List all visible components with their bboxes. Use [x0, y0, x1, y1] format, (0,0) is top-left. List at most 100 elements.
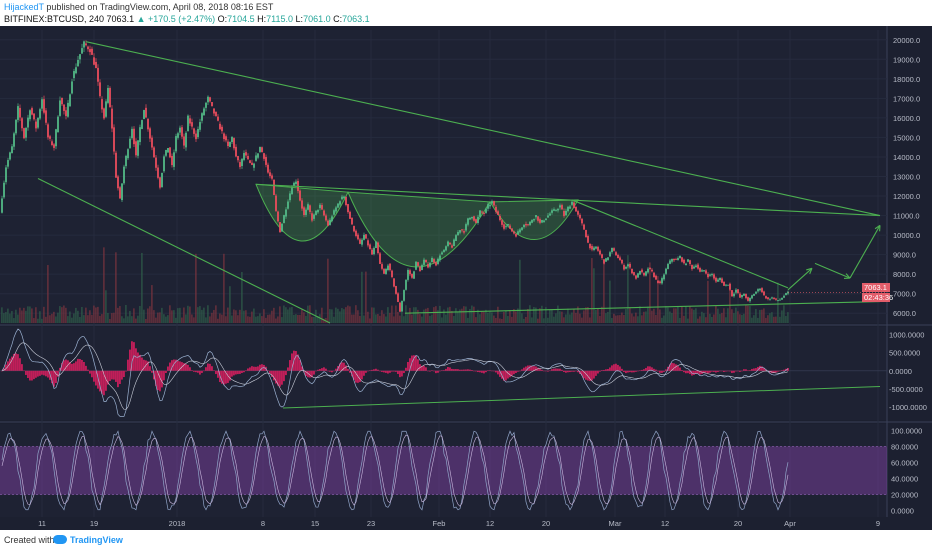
price-axis: 6000.0 7000.0 8000.0 9000.0 10000.0 11000.0 12…: [893, 36, 920, 318]
volume-bar: [669, 311, 671, 323]
volume-bar: [533, 306, 535, 323]
macd-histogram-bar: [549, 370, 551, 372]
macd-histogram-bar: [511, 370, 513, 376]
candle-body: [393, 278, 395, 287]
candle-body: [341, 196, 343, 200]
tradingview-brand[interactable]: TradingView: [70, 535, 123, 545]
macd-histogram-bar: [607, 369, 609, 371]
volume-bar: [763, 308, 765, 323]
candle-body: [539, 219, 541, 223]
volume-bar: [603, 264, 605, 323]
candle-body: [769, 299, 771, 301]
volume-bar: [227, 307, 229, 323]
candle-body: [435, 262, 437, 266]
candle-body: [399, 302, 401, 312]
volume-bar: [27, 306, 29, 323]
candle-body: [657, 280, 659, 283]
volume-bar: [235, 310, 237, 323]
price-tick-label: 10000.0: [893, 231, 920, 240]
volume-bar: [483, 311, 485, 323]
candle-body: [223, 133, 225, 140]
candle-body: [225, 136, 227, 141]
volume-bar: [407, 313, 409, 323]
candle-body: [381, 264, 383, 269]
candle-body: [649, 267, 651, 270]
candle-body: [749, 297, 751, 302]
candle-body: [251, 162, 253, 165]
volume-bar: [381, 310, 383, 323]
macd-histogram-bar: [783, 369, 785, 371]
countdown-tag-box: [862, 293, 890, 302]
macd-histogram-bar: [675, 364, 677, 371]
volume-bar: [187, 305, 189, 323]
candle-body: [751, 295, 753, 299]
macd-histogram-bar: [555, 368, 557, 371]
candle-body: [109, 87, 111, 108]
volume-bar: [329, 309, 331, 323]
macd-signal-line: [1, 342, 789, 410]
macd-histogram-bar: [313, 370, 315, 375]
volume-bar: [717, 308, 719, 323]
macd-histogram-bar: [27, 370, 29, 378]
macd-axis: 1000.0000 500.0000 0.0000 -500.0000 -1000.00…: [889, 330, 927, 412]
candle-body: [481, 211, 483, 213]
candle-body: [303, 207, 305, 215]
macd-histogram-bar: [443, 370, 445, 371]
candle-body: [479, 210, 481, 217]
volume-bar: [683, 315, 685, 323]
volume-bar: [31, 308, 33, 323]
high-value: 7115.0: [266, 14, 294, 24]
price-tick-label: 17000.0: [893, 94, 920, 103]
macd-histogram-bar: [785, 368, 787, 371]
volume-bar: [505, 310, 507, 323]
macd-histogram-bar: [139, 354, 141, 371]
macd-histogram-bar: [711, 370, 713, 372]
macd-histogram-bar: [109, 370, 111, 381]
candle-body: [245, 152, 247, 156]
volume-bar: [595, 309, 597, 323]
candle-body: [765, 296, 767, 299]
volume-bar: [313, 317, 315, 323]
symbol-label[interactable]: BITFINEX:BTCUSD, 240: [4, 14, 105, 24]
time-tick-label: 23: [367, 519, 375, 528]
volume-bar: [351, 314, 353, 323]
volume-bar: [129, 310, 131, 323]
candle-body: [301, 200, 303, 209]
candle-body: [695, 265, 697, 268]
macd-histogram-bar: [529, 365, 531, 371]
candle-body: [387, 265, 389, 270]
candle-body: [613, 248, 615, 251]
macd-histogram-bar: [637, 370, 639, 372]
candle-body: [211, 102, 213, 107]
macd-histogram-bar: [205, 367, 207, 371]
candle-body: [305, 209, 307, 215]
macd-histogram-bar: [191, 370, 193, 371]
candle-body: [543, 220, 545, 223]
last-price: 7063.1: [106, 14, 135, 24]
volume-bar: [73, 313, 75, 323]
volume-bar: [253, 308, 255, 323]
volume-bar: [691, 308, 693, 323]
volume-bar: [765, 317, 767, 323]
volume-bar: [81, 306, 83, 323]
macd-histogram-bar: [611, 365, 613, 371]
volume-bar: [347, 305, 349, 323]
macd-histogram-bar: [155, 370, 157, 387]
macd-histogram-bar: [361, 370, 363, 380]
volume-bar: [17, 314, 19, 323]
volume-bar: [761, 309, 763, 323]
candle-body: [293, 182, 295, 186]
candle-body: [329, 219, 331, 225]
volume-bar: [275, 318, 277, 323]
price-tick-label: 20000.0: [893, 36, 920, 45]
volume-bar: [77, 310, 79, 323]
volume-bar: [607, 311, 609, 323]
macd-histogram-bar: [213, 370, 215, 371]
macd-histogram-bar: [631, 370, 633, 373]
chart-canvas[interactable]: 6000.0 7000.0 8000.0 9000.0 10000.0 11000.0 12…: [0, 26, 932, 530]
candle-body: [755, 291, 757, 294]
macd-histogram-bar: [583, 370, 585, 379]
volume-bar: [659, 309, 661, 323]
author-link[interactable]: HijackedT: [4, 2, 44, 12]
candle-body: [119, 187, 121, 199]
